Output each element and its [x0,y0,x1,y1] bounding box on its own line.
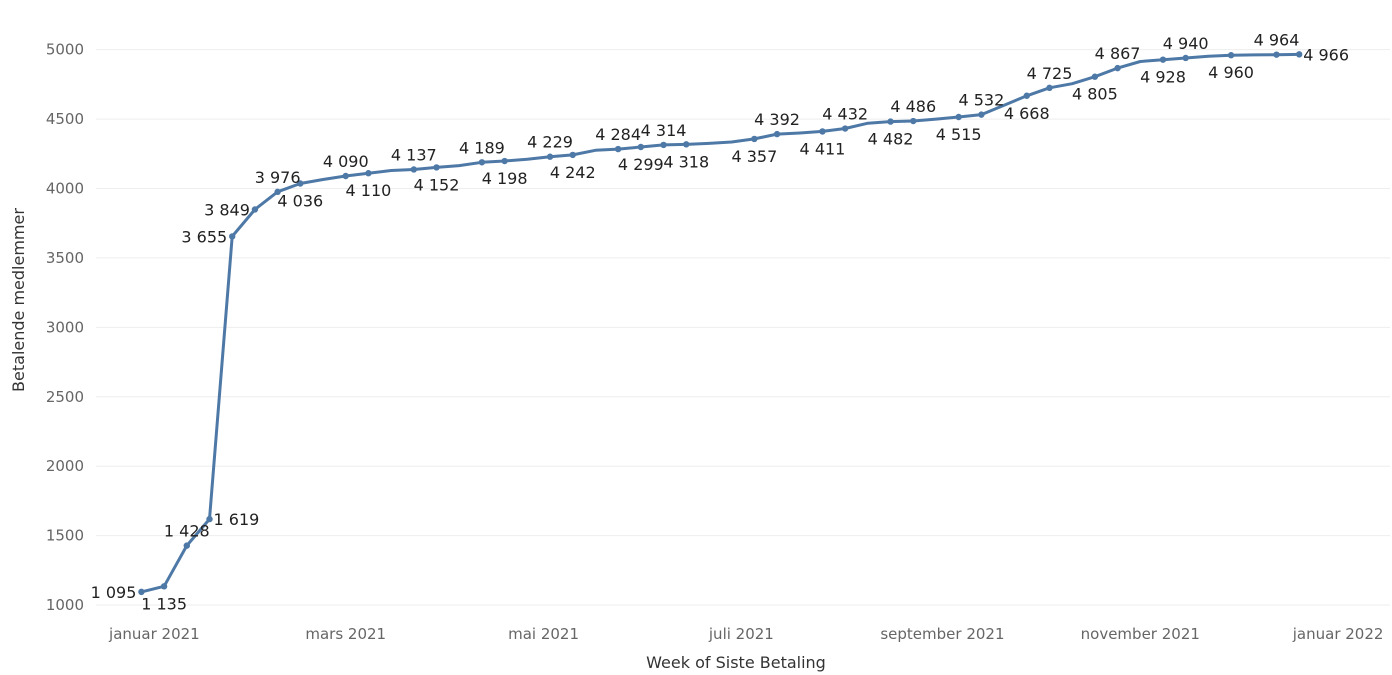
data-point [365,170,372,177]
data-label: 4 314 [641,121,687,140]
x-tick-label: juli 2021 [708,625,774,643]
data-label: 1 619 [214,510,260,529]
data-label: 4 137 [391,145,437,164]
y-tick-label: 1500 [46,527,84,545]
data-point [297,180,304,187]
data-point [887,118,894,125]
x-tick-label: mai 2021 [508,625,579,643]
y-tick-label: 3000 [46,318,84,336]
data-label: 3 976 [255,168,301,187]
data-point [501,157,508,165]
data-label: 4 486 [890,97,936,116]
data-label: 4 392 [754,110,800,129]
data-label: 4 357 [731,147,777,166]
data-label: 4 432 [822,105,868,124]
data-point [1091,73,1099,80]
y-axis-title: Betalende medlemmer [9,208,28,392]
data-point [773,130,781,138]
data-point [751,135,758,143]
data-label: 4 668 [1004,104,1050,123]
data-label: 4 189 [459,138,505,157]
data-label: 1 095 [91,583,137,602]
data-point [229,233,236,240]
data-point [1046,84,1053,92]
data-label: 1 135 [141,594,187,613]
data-label: 4 090 [323,152,369,171]
data-point [546,153,554,160]
data-label: 1 428 [164,522,210,541]
data-point [1023,92,1030,99]
data-point [251,206,259,213]
data-label: 3 655 [181,227,227,246]
data-label: 4 805 [1072,85,1118,104]
data-label: 3 849 [204,200,250,219]
data-point [614,145,622,153]
data-label: 4 299 [618,155,664,174]
data-point [910,117,917,125]
data-point [955,113,962,121]
data-point [1227,52,1235,59]
data-point [160,583,168,590]
data-label: 4 960 [1208,63,1254,82]
data-point [637,143,645,151]
data-label: 4 928 [1140,68,1186,87]
series-line [139,52,1301,594]
data-point [1295,51,1303,58]
data-point [274,188,281,196]
data-point [183,542,191,549]
x-axis-ticks: januar 2021 mars 2021 mai 2021 juli 2021 sep… [108,625,1383,643]
data-label: 4 198 [482,169,528,188]
data-point [1273,51,1280,58]
data-label: 4 725 [1027,64,1073,83]
data-label: 4 966 [1303,45,1349,64]
data-point [1114,64,1121,72]
grid-lines [96,49,1390,606]
y-tick-label: 2000 [46,457,84,475]
data-points [138,51,1303,596]
data-point [206,515,213,523]
y-tick-label: 5000 [46,41,84,59]
data-label: 4 482 [868,130,914,149]
data-label: 4 110 [346,181,392,200]
y-tick-label: 4500 [46,110,84,128]
data-label: 4 242 [550,163,596,182]
y-tick-label: 3500 [46,249,84,267]
data-point [342,172,349,180]
data-point [683,141,690,148]
data-point [841,125,849,132]
data-point [410,166,418,173]
data-point [819,128,826,135]
x-tick-label: januar 2022 [1292,625,1384,643]
data-point [978,111,985,118]
data-label: 4 964 [1254,31,1300,50]
y-axis-ticks: 1000 1500 2000 2500 3000 3500 4000 4500 5000 [46,41,84,614]
data-label: 4 152 [414,175,460,194]
data-label: 4 318 [663,152,709,171]
x-tick-label: januar 2021 [108,625,200,643]
data-label: 4 940 [1163,34,1209,53]
data-point [1159,56,1167,63]
x-axis-title: Week of Siste Betaling [646,653,826,672]
data-point [138,588,145,596]
data-point [433,164,440,171]
data-label: 4 036 [277,192,323,211]
data-point [1182,54,1189,62]
x-tick-label: september 2021 [880,625,1004,643]
data-label: 4 411 [800,139,846,158]
data-label: 4 229 [527,133,573,152]
data-label: 4 867 [1095,44,1141,63]
data-point [569,151,576,159]
y-tick-label: 1000 [46,596,84,614]
x-tick-label: november 2021 [1081,625,1200,643]
y-tick-label: 2500 [46,388,84,406]
x-tick-label: mars 2021 [305,625,386,643]
data-label: 4 515 [936,125,982,144]
data-label: 4 532 [958,91,1004,110]
y-tick-label: 4000 [46,180,84,198]
data-point [478,159,486,166]
data-label: 4 284 [595,125,641,144]
data-point [660,141,667,149]
